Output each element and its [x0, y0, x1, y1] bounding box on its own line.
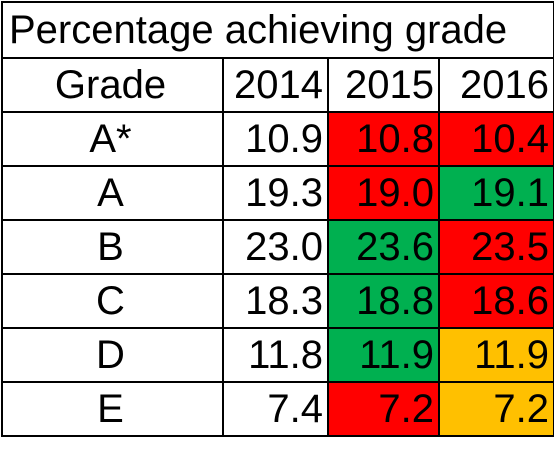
percentage-cell: 7.2: [438, 381, 554, 437]
percentage-cell: 19.1: [438, 165, 554, 221]
grade-label: D: [1, 327, 224, 383]
percentage-cell: 23.5: [438, 219, 554, 275]
table-title: Percentage achieving grade: [1, 1, 554, 59]
grade-label: A*: [1, 111, 224, 167]
header-row: Grade 2014 2015 2016: [1, 57, 554, 113]
percentage-cell: 11.9: [438, 327, 554, 383]
grade-label: E: [1, 381, 224, 437]
table-row: D 11.8 11.9 11.9: [1, 327, 554, 383]
table-row: E 7.4 7.2 7.2: [1, 381, 554, 437]
table-row: C 18.3 18.8 18.6: [1, 273, 554, 329]
percentage-cell: 11.9: [327, 327, 440, 383]
percentage-cell: 19.3: [222, 165, 329, 221]
percentage-cell: 10.9: [222, 111, 329, 167]
table-row: A 19.3 19.0 19.1: [1, 165, 554, 221]
percentage-cell: 18.6: [438, 273, 554, 329]
grade-label: B: [1, 219, 224, 275]
percentage-cell: 23.6: [327, 219, 440, 275]
percentage-cell: 7.2: [327, 381, 440, 437]
percentage-cell: 10.8: [327, 111, 440, 167]
percentage-cell: 18.8: [327, 273, 440, 329]
grade-column-header: Grade: [1, 57, 224, 113]
percentage-cell: 10.4: [438, 111, 554, 167]
percentage-cell: 23.0: [222, 219, 329, 275]
year-header-2015: 2015: [327, 57, 440, 113]
grade-label: C: [1, 273, 224, 329]
table-row: B 23.0 23.6 23.5: [1, 219, 554, 275]
grade-label: A: [1, 165, 224, 221]
percentage-cell: 11.8: [222, 327, 329, 383]
year-header-2016: 2016: [438, 57, 554, 113]
table-row: A* 10.9 10.8 10.4: [1, 111, 554, 167]
grade-percentage-table: Percentage achieving grade Grade 2014 20…: [1, 1, 554, 437]
percentage-cell: 18.3: [222, 273, 329, 329]
title-row: Percentage achieving grade: [1, 1, 554, 59]
percentage-cell: 19.0: [327, 165, 440, 221]
year-header-2014: 2014: [222, 57, 329, 113]
percentage-cell: 7.4: [222, 381, 329, 437]
